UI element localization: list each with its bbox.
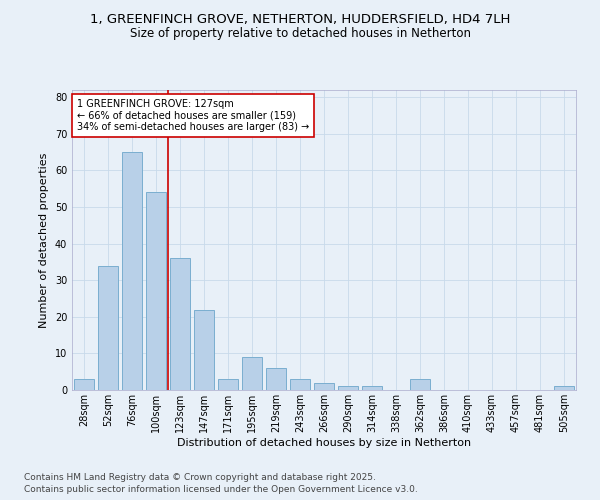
X-axis label: Distribution of detached houses by size in Netherton: Distribution of detached houses by size … — [177, 438, 471, 448]
Text: Contains HM Land Registry data © Crown copyright and database right 2025.: Contains HM Land Registry data © Crown c… — [24, 472, 376, 482]
Bar — [290, 379, 310, 390]
Y-axis label: Number of detached properties: Number of detached properties — [39, 152, 49, 328]
Bar — [74, 379, 94, 390]
Bar — [314, 382, 334, 390]
Bar — [362, 386, 382, 390]
Bar — [194, 310, 214, 390]
Bar — [98, 266, 118, 390]
Bar — [554, 386, 574, 390]
Bar — [338, 386, 358, 390]
Bar — [170, 258, 190, 390]
Text: 1, GREENFINCH GROVE, NETHERTON, HUDDERSFIELD, HD4 7LH: 1, GREENFINCH GROVE, NETHERTON, HUDDERSF… — [90, 12, 510, 26]
Bar — [266, 368, 286, 390]
Text: Contains public sector information licensed under the Open Government Licence v3: Contains public sector information licen… — [24, 485, 418, 494]
Bar — [218, 379, 238, 390]
Text: Size of property relative to detached houses in Netherton: Size of property relative to detached ho… — [130, 28, 470, 40]
Bar — [146, 192, 166, 390]
Bar — [410, 379, 430, 390]
Bar — [242, 357, 262, 390]
Text: 1 GREENFINCH GROVE: 127sqm
← 66% of detached houses are smaller (159)
34% of sem: 1 GREENFINCH GROVE: 127sqm ← 66% of deta… — [77, 99, 309, 132]
Bar — [122, 152, 142, 390]
